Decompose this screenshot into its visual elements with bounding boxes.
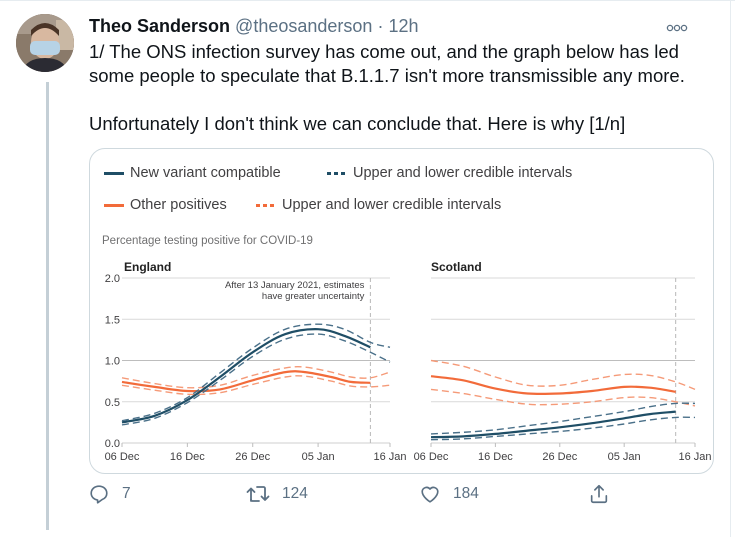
avatar-photo: [16, 14, 74, 72]
annotation-text: After 13 January 2021, estimates: [225, 280, 365, 291]
x-tick-label: 05 Jan: [608, 451, 641, 463]
retweet-button[interactable]: 124: [246, 483, 308, 505]
chart-plot: 06 Dec 16 Dec 26 Dec 05 Jan 16 Jan 0.0 0.5 1.0 1…: [105, 260, 712, 463]
top-divider: [0, 0, 735, 1]
tweet-time[interactable]: 12h: [388, 16, 419, 36]
reply-button[interactable]: 7: [88, 483, 131, 505]
series-line-other-upper: [121, 366, 391, 389]
legend-item-other: Other positives: [104, 197, 227, 213]
legend-solid-swatch: [104, 171, 124, 175]
author-handle[interactable]: @theosanderson: [235, 16, 373, 36]
legend-label: Upper and lower credible intervals: [282, 197, 502, 213]
series-line-new-variant-upper: [430, 402, 696, 435]
x-tick-label: 06 Dec: [414, 451, 449, 463]
series-line-new-variant: [430, 410, 676, 439]
series-line-new-variant: [121, 328, 371, 424]
x-tick-label: 26 Dec: [542, 451, 577, 463]
legend-label: Upper and lower credible intervals: [353, 165, 573, 181]
x-tick-label: 26 Dec: [235, 451, 270, 463]
legend-dashed-swatch: [256, 203, 276, 207]
author-name[interactable]: Theo Sanderson: [89, 16, 231, 36]
avatar[interactable]: [16, 14, 74, 72]
media-card[interactable]: New variant compatible Upper and lower c…: [89, 148, 714, 474]
series-line-other-lower: [121, 375, 391, 396]
heart-icon: [421, 486, 439, 503]
legend-label: Other positives: [130, 197, 227, 213]
y-tick-label: 2.0: [105, 273, 120, 285]
annotation-text: have greater uncertainty: [262, 291, 365, 302]
tweet-paragraph: 1/ The ONS infection survey has come out…: [89, 41, 685, 86]
like-button[interactable]: 184: [419, 483, 479, 505]
timeline-border: [730, 0, 731, 537]
more-horizontal-icon: [666, 24, 688, 32]
retweet-icon: [246, 486, 270, 502]
legend-label: New variant compatible: [130, 165, 281, 181]
legend-item-new-variant: New variant compatible: [104, 165, 281, 181]
chart-title: Percentage testing positive for COVID-19: [102, 235, 313, 247]
reply-icon: [90, 485, 108, 504]
share-icon: [590, 484, 608, 504]
reply-count: 7: [122, 485, 131, 502]
x-tick-label: 16 Jan: [678, 451, 711, 463]
share-button[interactable]: [588, 483, 622, 505]
panel-title: Scotland: [431, 260, 482, 274]
thread-line: [46, 82, 49, 530]
series-line-other-upper: [430, 359, 696, 391]
x-tick-label: 16 Dec: [170, 451, 205, 463]
y-tick-label: 0.5: [105, 397, 120, 409]
series-line-other-lower: [430, 388, 696, 407]
legend-item-new-variant-ci: Upper and lower credible intervals: [327, 165, 572, 181]
series-line-new-variant-upper: [121, 323, 391, 422]
more-button[interactable]: [666, 20, 688, 32]
retweet-count: 124: [282, 485, 308, 502]
series-line-new-variant-lower: [430, 416, 696, 441]
series-line-other: [121, 370, 371, 393]
panel-title: England: [124, 260, 171, 274]
legend-dashed-swatch: [327, 171, 347, 175]
x-tick-label: 16 Dec: [478, 451, 513, 463]
tweet-paragraph: Unfortunately I don't think we can concl…: [89, 113, 626, 134]
legend-solid-swatch: [104, 203, 124, 207]
tweet-actions: 7 124 184: [0, 483, 735, 513]
x-tick-label: 05 Jan: [302, 451, 335, 463]
x-tick-label: 06 Dec: [105, 451, 140, 463]
legend-item-other-ci: Upper and lower credible intervals: [256, 197, 501, 213]
y-tick-label: 1.0: [105, 356, 120, 368]
tweet-text: 1/ The ONS infection survey has come out…: [89, 40, 709, 136]
series-line-other: [430, 375, 676, 396]
series-line-new-variant-lower: [121, 333, 391, 426]
y-tick-label: 1.5: [105, 314, 120, 326]
x-tick-label: 16 Jan: [373, 451, 406, 463]
like-count: 184: [453, 485, 479, 502]
separator: ·: [377, 16, 384, 36]
y-tick-label: 0.0: [105, 438, 120, 450]
tweet-header: Theo Sanderson @theosanderson · 12h: [89, 14, 419, 38]
